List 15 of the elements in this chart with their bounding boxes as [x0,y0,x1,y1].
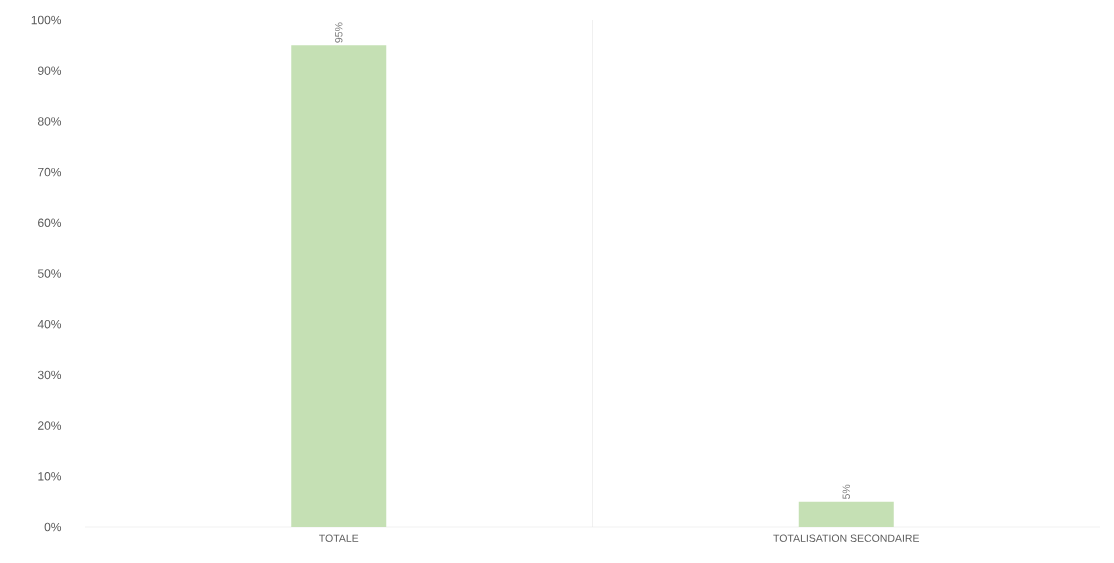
y-tick-label: 80% [37,117,62,126]
y-tick-label: 20% [38,421,62,430]
y-tick-label: 90% [38,66,62,75]
y-tick-label: 0% [44,522,62,532]
data-label: 5% [842,484,850,500]
y-tick-label: 100% [31,15,62,25]
y-tick-label: 60% [38,218,62,228]
data-label: 95% [335,22,343,43]
y-tick-label: 50% [37,269,62,278]
y-tick-label: 30% [37,370,62,380]
y-tick-label: 70% [38,167,62,177]
x-tick-label: TOTALE [319,534,359,542]
y-tick-label: 10% [38,472,62,481]
x-tick-label: TOTALISATION SECONDAIRE [773,534,920,542]
y-tick-label: 40% [37,319,62,329]
